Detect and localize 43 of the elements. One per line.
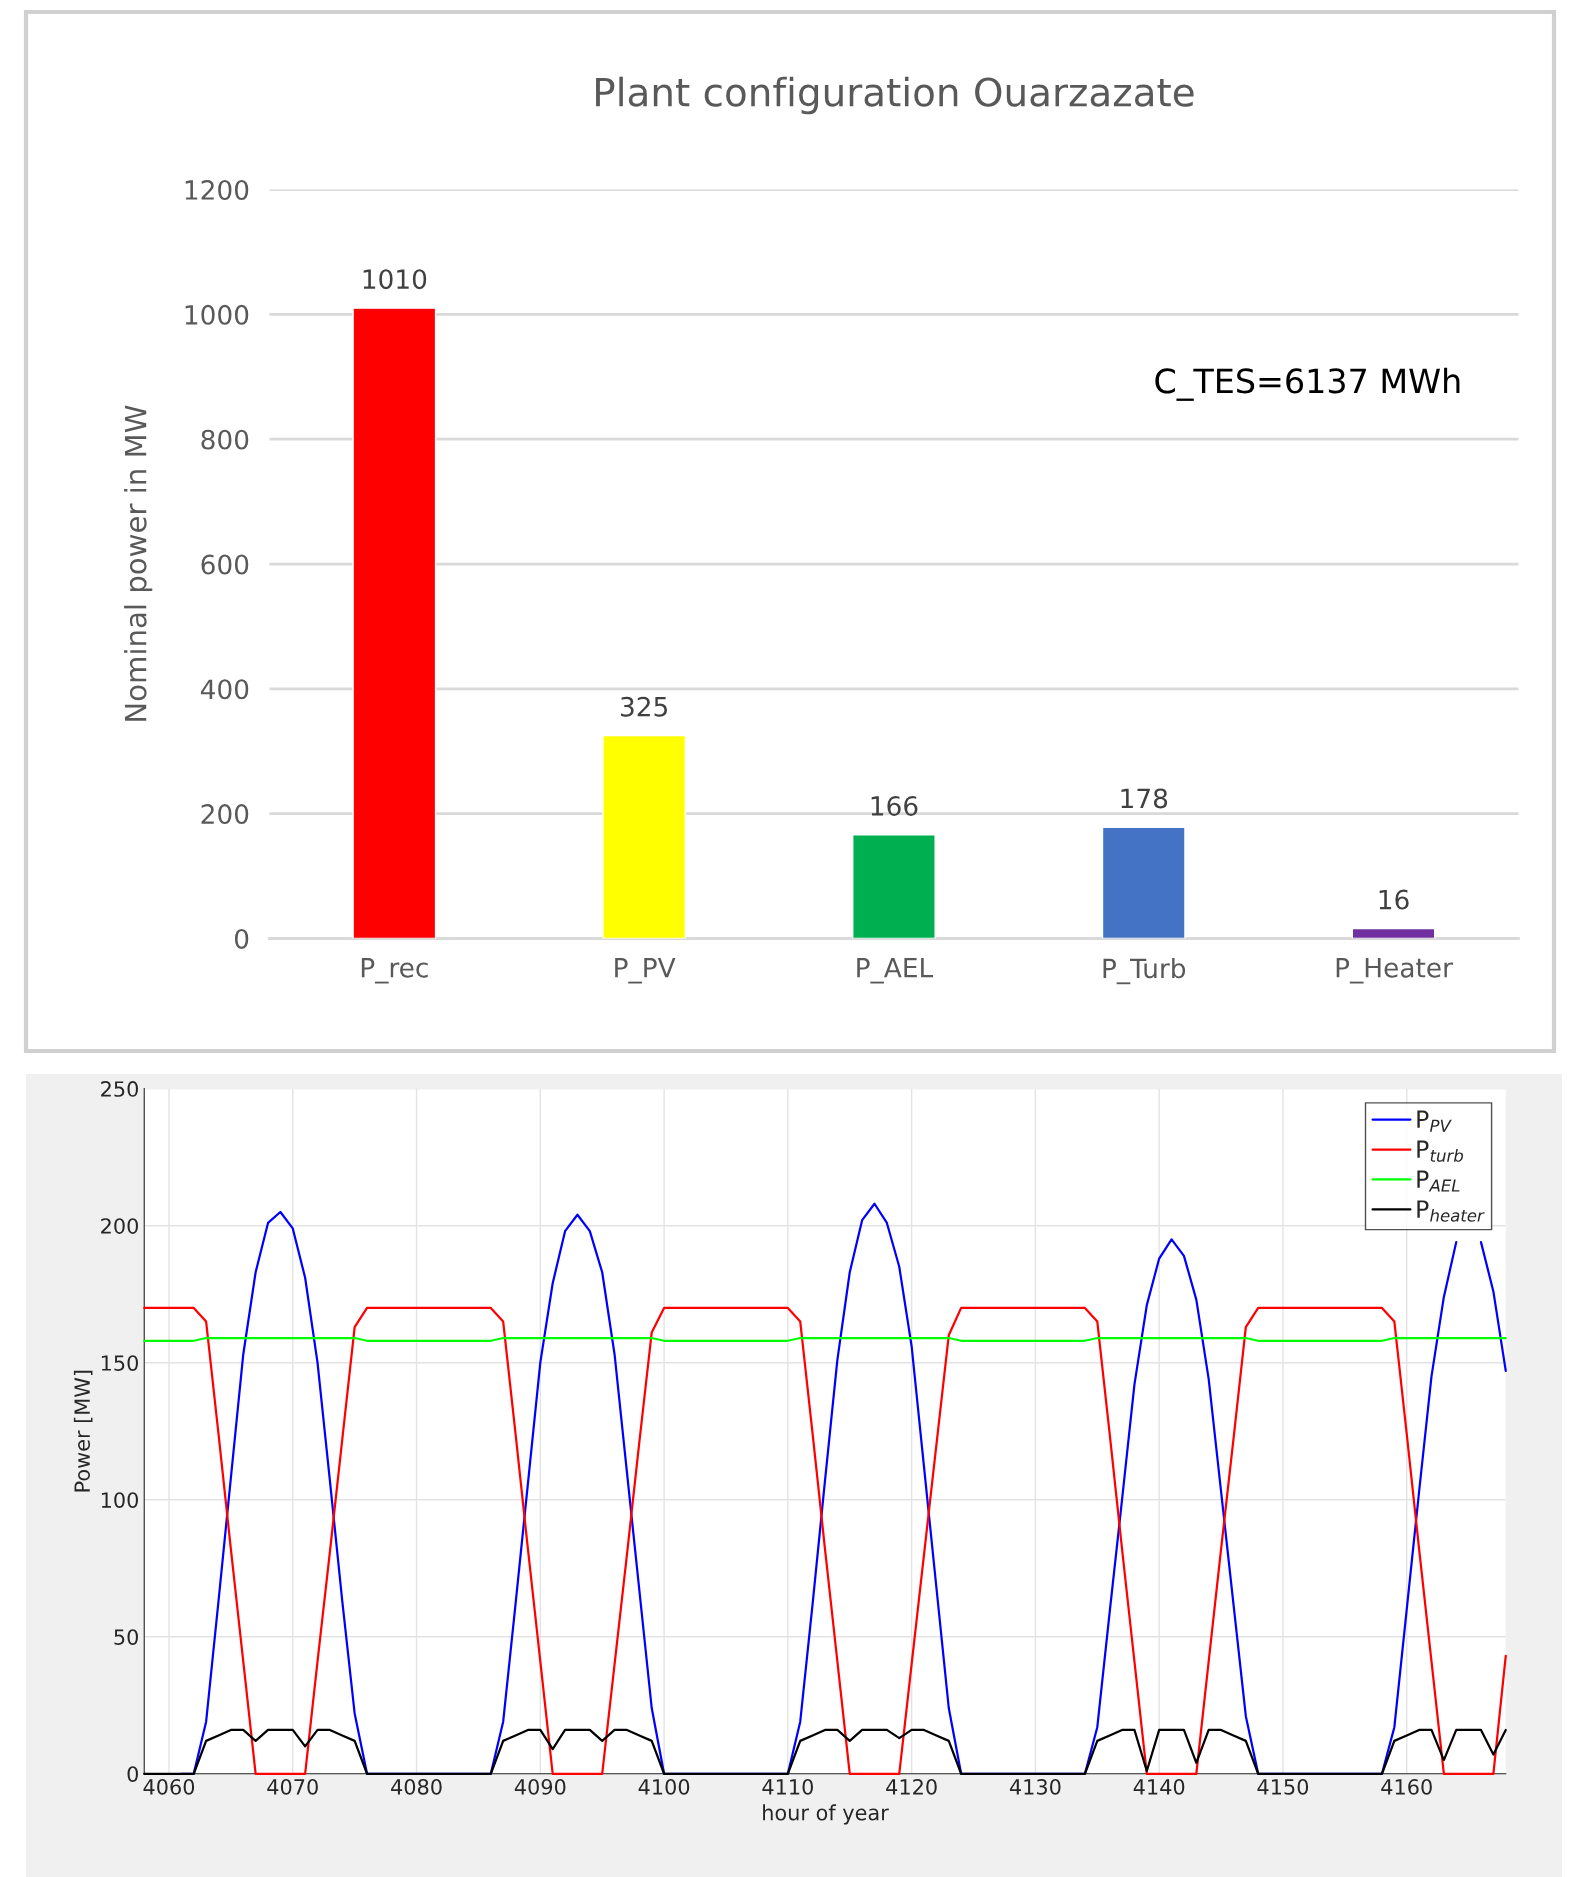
y-tick-label: 200	[201, 804, 249, 825]
y-tick-label: 400	[200, 679, 249, 700]
x-tick-label: P_Heater	[1336, 958, 1453, 984]
legend-label: P$_{AEL}$	[1417, 1170, 1460, 1192]
legend-label: P$_{PV}$	[1417, 1110, 1452, 1132]
data-label: 16	[1379, 889, 1409, 910]
y-tick-label: 800	[201, 429, 249, 450]
x-tick-label: 4100	[638, 1778, 690, 1795]
data-label: 1010	[363, 269, 427, 290]
chart-title: Plant configuration Ouarzazate	[596, 76, 1194, 115]
y-axis-title: Power [MW]	[73, 1370, 93, 1492]
data-label: 325	[620, 696, 668, 717]
y-tick-label: 50	[114, 1629, 138, 1645]
x-tick-label: 4140	[1133, 1778, 1185, 1795]
x-tick-label: 4110	[762, 1778, 813, 1795]
y-tick-label: 1200	[185, 180, 249, 200]
x-tick-label: P_AEL	[857, 958, 934, 984]
x-tick-label: 4060	[143, 1778, 195, 1795]
annotation: C_TES=6137 MWh	[1155, 367, 1460, 401]
legend-label: P$_{heater}$	[1417, 1200, 1485, 1222]
x-tick-label: 4150	[1257, 1778, 1309, 1795]
x-tick-label: 4070	[267, 1778, 318, 1795]
x-tick-label: P_PV	[615, 958, 676, 984]
y-tick-label: 600	[201, 554, 249, 575]
data-label: 166	[871, 795, 918, 816]
y-tick-label: 200	[101, 1218, 138, 1234]
y-tick-label: 100	[101, 1492, 138, 1508]
y-tick-label: 250	[101, 1081, 138, 1097]
x-tick-label: 4120	[886, 1778, 937, 1795]
y-tick-label: 1000	[185, 304, 249, 325]
x-tick-label: 4090	[514, 1778, 566, 1795]
data-label: 178	[1121, 788, 1168, 809]
x-tick-label: 4080	[391, 1778, 442, 1795]
y-tick-label: 150	[101, 1355, 138, 1371]
legend-label: P$_{turb}$	[1417, 1140, 1463, 1162]
y-tick-label: 0	[127, 1766, 138, 1782]
x-tick-label: P_rec	[361, 958, 428, 984]
x-tick-label: P_Turb	[1103, 957, 1186, 985]
y-tick-label: 0	[234, 928, 249, 949]
y-axis-title: Nominal power in MW	[124, 405, 153, 721]
x-tick-label: 4160	[1381, 1778, 1432, 1795]
x-axis-title: hour of year	[763, 1804, 889, 1825]
x-tick-label: 4130	[1009, 1778, 1061, 1795]
